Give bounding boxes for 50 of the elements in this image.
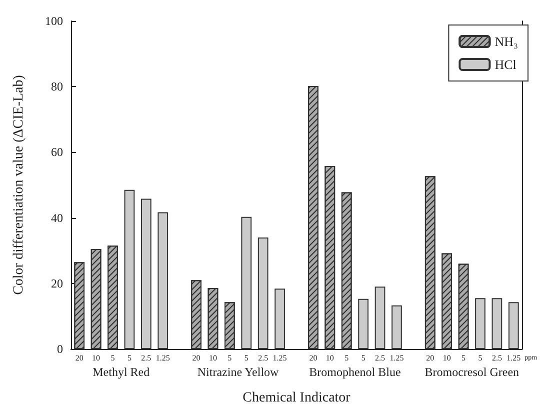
x-tick-label: 5 [110, 354, 115, 362]
bar [392, 305, 402, 349]
bar [258, 237, 268, 349]
x-tick-label: 5 [244, 354, 248, 362]
bar [140, 198, 152, 349]
x-tick-label: 5 [361, 354, 366, 362]
bar [274, 288, 285, 349]
y-tick-label: 100 [45, 14, 63, 28]
x-tick-label: 10 [442, 354, 451, 362]
x-tick-label: 10 [326, 354, 334, 362]
x-tick-label: 2.5 [375, 354, 386, 362]
x-tick-label: 5 [127, 354, 132, 362]
x-tick-label: 5 [462, 354, 466, 362]
x-tick-label: 1.25 [156, 354, 170, 362]
x-tick-label: 2.5 [141, 354, 152, 362]
x-tick-label: 20 [426, 354, 434, 362]
x-tick-label: 5 [344, 354, 349, 362]
bar [475, 298, 486, 349]
bar [241, 216, 252, 349]
x-tick-label: 1.25 [272, 354, 287, 362]
bar [158, 212, 168, 349]
legend-label: HCl [494, 57, 517, 72]
text: Nitrazine Yellow [197, 365, 280, 379]
x-tick-label: 2.5 [492, 354, 502, 362]
x-tick-label: 1.25 [506, 354, 521, 362]
x-tick-label: 5 [228, 354, 232, 362]
y-tick-label: 40 [51, 210, 63, 225]
text: Bromocresol Green [424, 365, 520, 379]
x-tick-label: 5 [478, 354, 482, 362]
bar [508, 302, 519, 349]
x-tick-label: 1.25 [390, 354, 404, 362]
x-tick-label: 10 [92, 354, 100, 362]
x-tick-label: 20 [75, 354, 84, 362]
legend-label: NH₃ [494, 34, 518, 49]
bar [358, 298, 368, 349]
x-tick-label: 2.5 [258, 354, 268, 362]
y-tick-label: 60 [51, 145, 63, 160]
y-axis-title: Color differentiation value (ΔCIE-Lab) [12, 74, 26, 295]
text: Bromophenol Blue [309, 365, 401, 379]
y-tick-label: 0 [57, 342, 63, 356]
x-tick-label: 10 [208, 354, 217, 362]
text: Methyl Red [92, 365, 150, 379]
y-tick-label: 20 [51, 276, 63, 290]
x-axis-title: Chemical Indicator [242, 390, 351, 406]
bar [374, 286, 386, 349]
x-tick-label: 20 [309, 354, 318, 362]
bar [124, 190, 135, 349]
bar [492, 298, 502, 349]
x-tick-label: 20 [192, 354, 200, 362]
y-tick-label: 80 [51, 80, 63, 94]
